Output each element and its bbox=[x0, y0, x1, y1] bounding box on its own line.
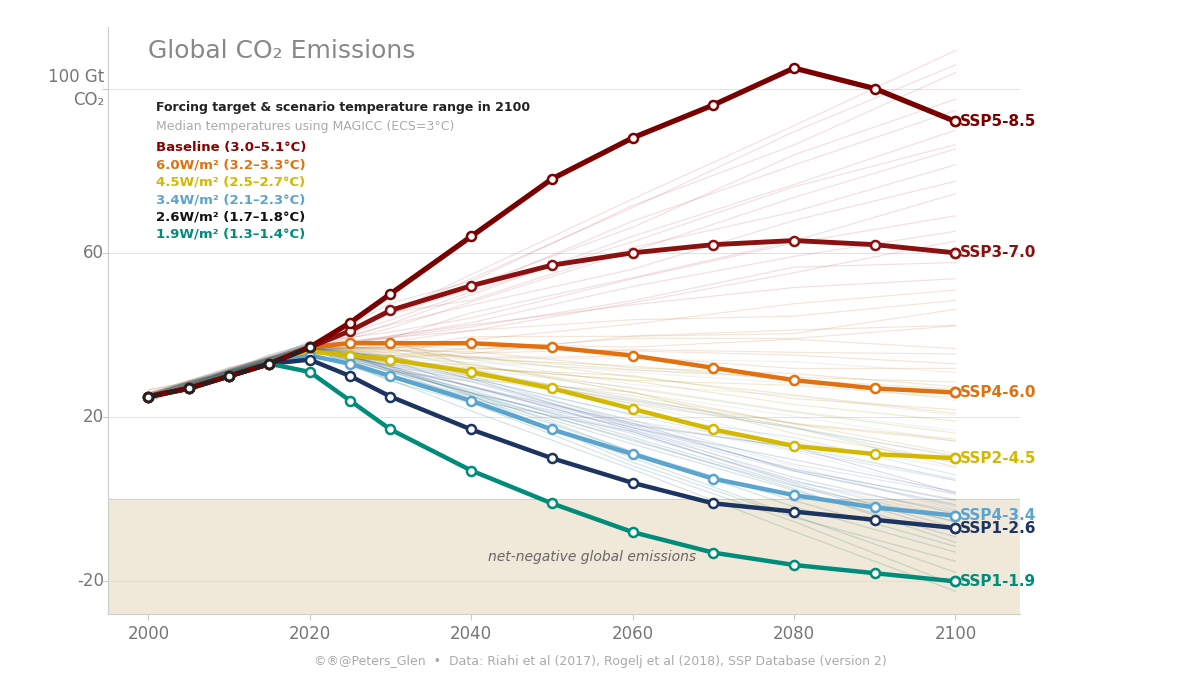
Text: SSP4-3.4: SSP4-3.4 bbox=[960, 508, 1036, 523]
Text: Forcing target & scenario temperature range in 2100: Forcing target & scenario temperature ra… bbox=[156, 101, 530, 114]
Text: SSP1-2.6: SSP1-2.6 bbox=[960, 520, 1036, 535]
Text: SSP2-4.5: SSP2-4.5 bbox=[960, 451, 1036, 466]
Text: -20: -20 bbox=[77, 572, 104, 591]
Text: 6.0W/m² (3.2–3.3°C): 6.0W/m² (3.2–3.3°C) bbox=[156, 159, 306, 171]
Text: ©®@Peters_Glen  •  Data: Riahi et al (2017), Rogelj et al (2018), SSP Database (: ©®@Peters_Glen • Data: Riahi et al (2017… bbox=[313, 655, 887, 668]
Text: 20: 20 bbox=[83, 408, 104, 426]
Text: 60: 60 bbox=[83, 244, 104, 262]
Text: Median temperatures using MAGICC (ECS=3°C): Median temperatures using MAGICC (ECS=3°… bbox=[156, 119, 455, 132]
Text: 4.5W/m² (2.5–2.7°C): 4.5W/m² (2.5–2.7°C) bbox=[156, 176, 306, 188]
Bar bbox=[108, 500, 1020, 614]
Text: Baseline (3.0–5.1°C): Baseline (3.0–5.1°C) bbox=[156, 141, 307, 154]
Text: 100 Gt
CO₂: 100 Gt CO₂ bbox=[48, 68, 104, 109]
Text: 1.9W/m² (1.3–1.4°C): 1.9W/m² (1.3–1.4°C) bbox=[156, 227, 306, 241]
Text: Global CO₂ Emissions: Global CO₂ Emissions bbox=[149, 39, 415, 63]
Text: 3.4W/m² (2.1–2.3°C): 3.4W/m² (2.1–2.3°C) bbox=[156, 193, 306, 206]
Text: net-negative global emissions: net-negative global emissions bbox=[488, 549, 696, 564]
Text: 2.6W/m² (1.7–1.8°C): 2.6W/m² (1.7–1.8°C) bbox=[156, 211, 306, 223]
Text: SSP1-1.9: SSP1-1.9 bbox=[960, 574, 1036, 589]
Text: SSP4-6.0: SSP4-6.0 bbox=[960, 385, 1036, 400]
Text: SSP5-8.5: SSP5-8.5 bbox=[960, 114, 1036, 129]
Text: SSP3-7.0: SSP3-7.0 bbox=[960, 246, 1036, 261]
